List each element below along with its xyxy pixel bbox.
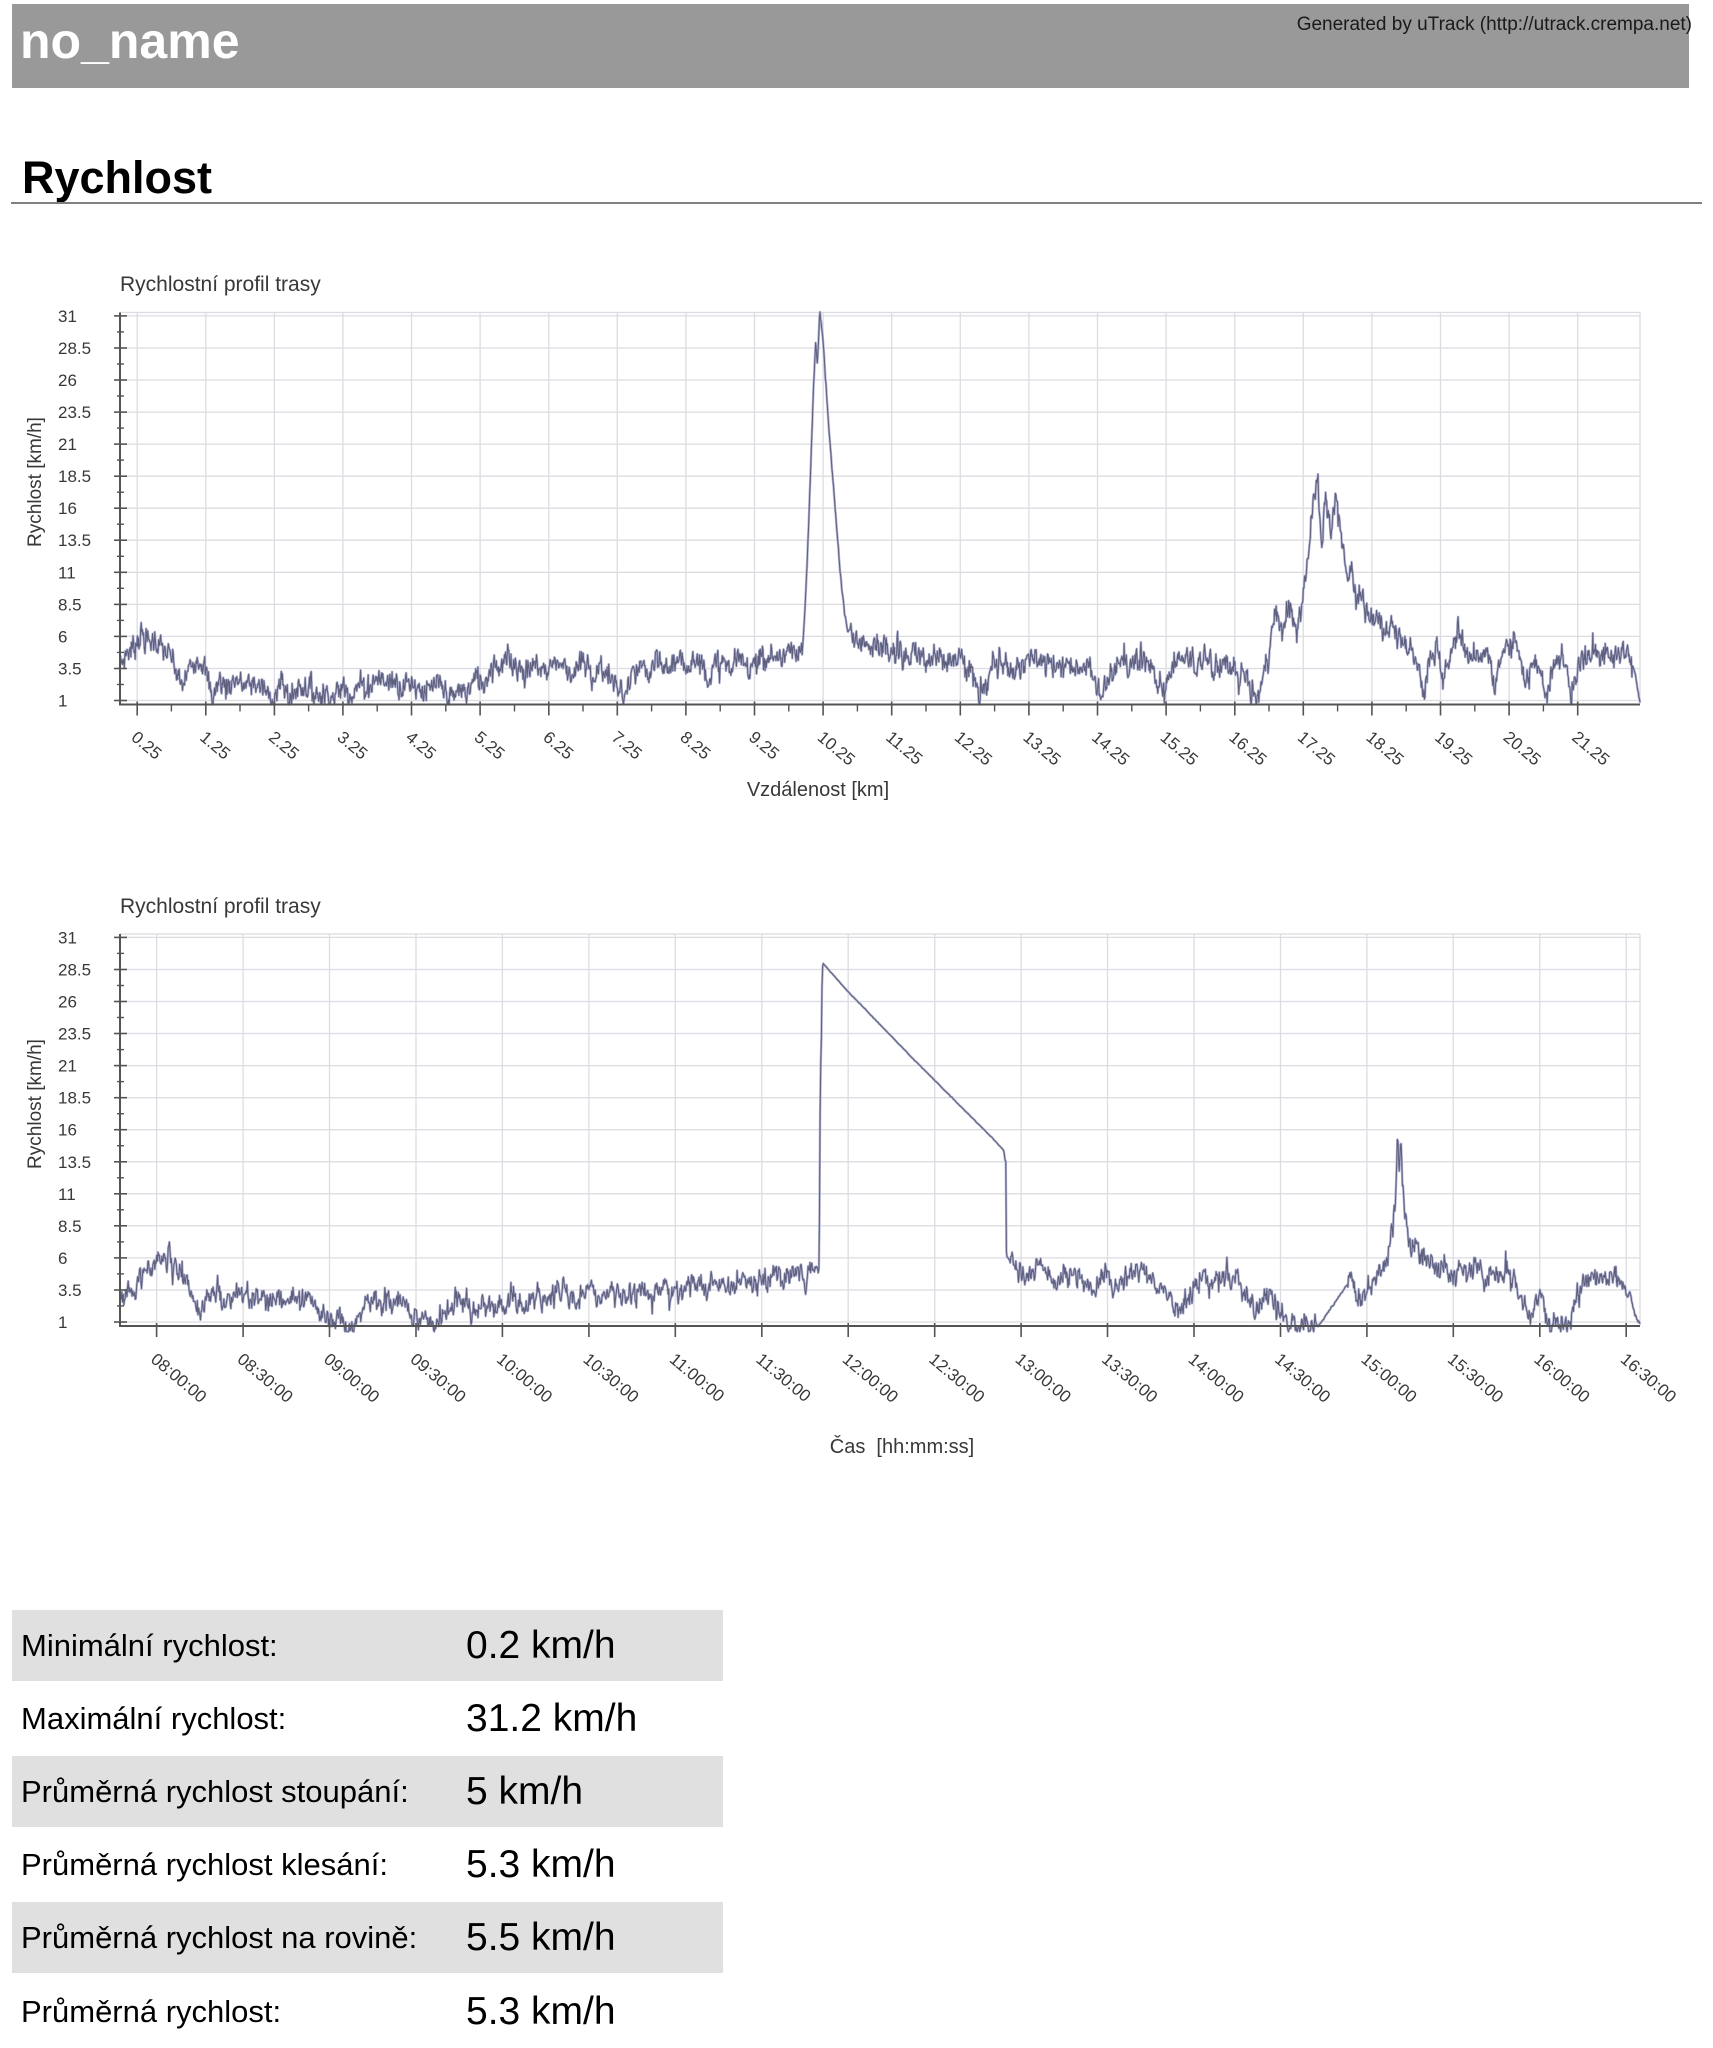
svg-text:31: 31 — [58, 307, 77, 326]
svg-text:15.25: 15.25 — [1157, 728, 1202, 770]
svg-text:6.25: 6.25 — [539, 728, 577, 764]
svg-text:16: 16 — [58, 499, 77, 518]
svg-text:7.25: 7.25 — [608, 728, 646, 764]
svg-text:26: 26 — [58, 371, 77, 390]
svg-text:31: 31 — [58, 928, 77, 947]
svg-text:14.25: 14.25 — [1088, 728, 1133, 770]
svg-text:8.5: 8.5 — [58, 1217, 82, 1236]
svg-text:18.5: 18.5 — [58, 1089, 91, 1108]
svg-text:1: 1 — [58, 1313, 67, 1332]
svg-text:28.5: 28.5 — [58, 961, 91, 980]
svg-text:28.5: 28.5 — [58, 339, 91, 358]
svg-text:Vzdálenost [km]: Vzdálenost [km] — [747, 779, 889, 801]
svg-text:23.5: 23.5 — [58, 403, 91, 422]
svg-text:Čas [hh:mm:ss]: Čas [hh:mm:ss] — [830, 1435, 974, 1458]
svg-text:18.25: 18.25 — [1363, 728, 1408, 770]
svg-text:16.25: 16.25 — [1225, 728, 1270, 770]
svg-text:14:00:00: 14:00:00 — [1185, 1350, 1248, 1407]
svg-text:13.5: 13.5 — [58, 1153, 91, 1172]
svg-text:16: 16 — [58, 1121, 77, 1140]
svg-text:2.25: 2.25 — [265, 728, 303, 764]
svg-text:11:00:00: 11:00:00 — [666, 1350, 728, 1406]
svg-text:Rychlostní profil trasy: Rychlostní profil trasy — [120, 273, 321, 296]
svg-text:13.5: 13.5 — [58, 531, 91, 550]
svg-text:11.25: 11.25 — [882, 728, 926, 769]
svg-text:3.5: 3.5 — [58, 1281, 82, 1300]
svg-text:20.25: 20.25 — [1500, 728, 1545, 770]
svg-text:12.25: 12.25 — [951, 728, 996, 770]
svg-text:19.25: 19.25 — [1431, 728, 1476, 770]
svg-text:Rychlost [km/h]: Rychlost [km/h] — [25, 1039, 46, 1169]
svg-text:14:30:00: 14:30:00 — [1271, 1350, 1334, 1407]
svg-text:08:30:00: 08:30:00 — [234, 1350, 297, 1407]
svg-text:11:30:00: 11:30:00 — [752, 1350, 814, 1406]
svg-text:15:30:00: 15:30:00 — [1444, 1350, 1507, 1407]
svg-text:11: 11 — [58, 1185, 76, 1204]
svg-text:13.25: 13.25 — [1020, 728, 1065, 770]
svg-text:08:00:00: 08:00:00 — [147, 1350, 210, 1407]
svg-text:09:00:00: 09:00:00 — [320, 1350, 383, 1407]
svg-text:21.25: 21.25 — [1568, 728, 1613, 770]
svg-text:16:00:00: 16:00:00 — [1530, 1350, 1593, 1407]
svg-text:17.25: 17.25 — [1294, 728, 1339, 770]
svg-text:Rychlost [km/h]: Rychlost [km/h] — [25, 417, 46, 547]
svg-text:8.5: 8.5 — [58, 595, 82, 614]
svg-text:21: 21 — [58, 1057, 77, 1076]
svg-text:13:00:00: 13:00:00 — [1012, 1350, 1075, 1407]
svg-text:4.25: 4.25 — [402, 728, 440, 764]
svg-text:12:30:00: 12:30:00 — [925, 1350, 988, 1407]
svg-text:Rychlostní profil trasy: Rychlostní profil trasy — [120, 895, 321, 918]
svg-text:3.25: 3.25 — [334, 728, 372, 764]
svg-text:10.25: 10.25 — [814, 728, 859, 770]
svg-text:12:00:00: 12:00:00 — [839, 1350, 902, 1407]
svg-text:10:00:00: 10:00:00 — [493, 1350, 556, 1407]
svg-text:5.25: 5.25 — [471, 728, 509, 764]
svg-text:3.5: 3.5 — [58, 660, 82, 679]
svg-text:6: 6 — [58, 627, 67, 646]
svg-text:13:30:00: 13:30:00 — [1098, 1350, 1161, 1407]
svg-text:0.25: 0.25 — [128, 728, 166, 764]
svg-text:1.25: 1.25 — [196, 728, 234, 764]
svg-text:26: 26 — [58, 993, 77, 1012]
svg-text:23.5: 23.5 — [58, 1025, 91, 1044]
svg-text:16:30:00: 16:30:00 — [1617, 1350, 1680, 1407]
svg-text:18.5: 18.5 — [58, 467, 91, 486]
svg-text:6: 6 — [58, 1249, 67, 1268]
svg-text:10:30:00: 10:30:00 — [580, 1350, 643, 1407]
svg-text:15:00:00: 15:00:00 — [1358, 1350, 1421, 1407]
svg-text:09:30:00: 09:30:00 — [407, 1350, 470, 1407]
svg-text:9.25: 9.25 — [745, 728, 783, 764]
svg-text:11: 11 — [58, 563, 76, 582]
svg-text:1: 1 — [58, 692, 67, 711]
svg-text:8.25: 8.25 — [677, 728, 715, 764]
svg-text:21: 21 — [58, 435, 77, 454]
